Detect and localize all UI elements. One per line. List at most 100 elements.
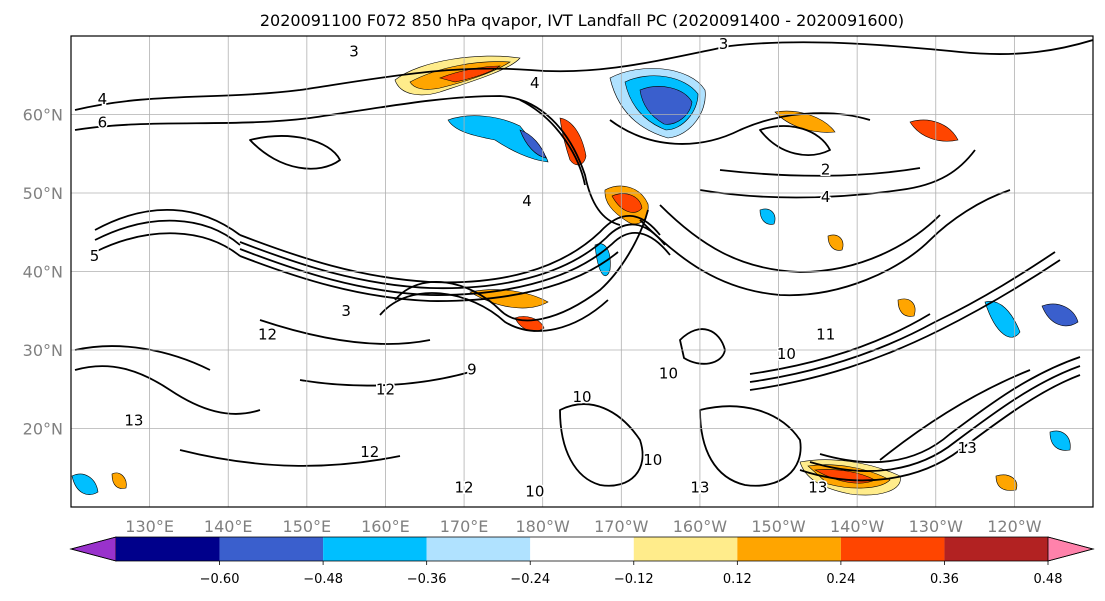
- map-frame: [70, 35, 1094, 508]
- negative-anomaly-patch: [1049, 430, 1071, 451]
- jet-contour: [94, 232, 241, 257]
- contour-value-label: 10: [659, 365, 678, 383]
- west-contour: [74, 345, 211, 371]
- colorbar-outline: [69, 536, 1095, 562]
- contour-value-label: 11: [816, 325, 835, 343]
- negative-anomaly-patch: [447, 115, 549, 163]
- contour-value-label: 3: [349, 43, 359, 61]
- colorbar-tick-label: −0.12: [614, 572, 654, 587]
- closed-contour: [559, 403, 644, 487]
- positive-anomaly-patch: [827, 234, 844, 251]
- latitude-tick-label: 20°N: [23, 420, 63, 439]
- colorbar-bin: [737, 537, 841, 561]
- map-title: 2020091100 F072 850 hPa qvapor, IVT Land…: [260, 11, 904, 30]
- positive-anomaly-patch: [897, 298, 916, 317]
- closed-contour: [759, 125, 831, 156]
- contour-value-label: 4: [522, 192, 532, 210]
- contour-value-label: 10: [643, 451, 662, 469]
- positive-anomaly-patch: [111, 472, 127, 489]
- contour-value-label: 3: [341, 302, 351, 320]
- mid-contour: [659, 204, 941, 273]
- contour-value-label: 13: [124, 412, 143, 430]
- negative-anomaly-patch: [1041, 303, 1079, 327]
- colorbar-bin: [323, 537, 427, 561]
- tropical-contour: [879, 369, 1031, 461]
- contour-value-label: 13: [958, 439, 977, 457]
- longitude-tick-label: 130°W: [909, 517, 964, 536]
- colorbar-tick-label: −0.60: [200, 572, 240, 587]
- ring-contour: [394, 209, 649, 322]
- colorbar-extend-low: [69, 536, 117, 562]
- map-panel: 3 3 4 6 4 2 4 4 5 12 3 11 10 9 12 10 10 13 13 12 12 10 10 13 13: [70, 35, 1094, 508]
- colorbar-bin: [840, 537, 945, 561]
- negative-anomaly-patch: [984, 301, 1021, 338]
- colorbar-tick-label: 0.24: [826, 572, 855, 587]
- closed-contour: [699, 405, 802, 487]
- longitude-tick-label: 140°E: [204, 517, 253, 536]
- ring-contour: [379, 292, 609, 332]
- upper-contour: [74, 39, 1093, 111]
- jet-contour: [239, 223, 666, 290]
- colorbar-extend-high: [1047, 536, 1095, 562]
- west-contour: [299, 371, 471, 387]
- colorbar-tick-label: −0.48: [303, 572, 343, 587]
- tropical-contour: [809, 365, 1081, 472]
- colorbar-tick-label: −0.24: [510, 572, 550, 587]
- contour-value-label: 5: [90, 247, 100, 265]
- positive-anomaly-patch: [469, 289, 549, 309]
- contour-value-label: 13: [808, 478, 827, 496]
- positive-anomaly-patch: [995, 474, 1018, 491]
- contour-value-label: 6: [98, 113, 108, 131]
- contour-value-label: 2: [821, 160, 831, 178]
- mid-contour: [639, 189, 1011, 297]
- longitude-tick-label: 180°W: [516, 517, 571, 536]
- jet-contour: [94, 208, 241, 236]
- longitude-tick-label: 150°W: [751, 517, 806, 536]
- tropical-contour: [819, 356, 1081, 464]
- longitude-tick-label: 120°W: [987, 517, 1042, 536]
- tropical-contour: [799, 374, 1081, 482]
- west-contour: [259, 319, 431, 345]
- colorbar-bin: [633, 537, 738, 561]
- graticule: [71, 36, 1093, 507]
- latitude-tick-label: 30°N: [23, 341, 63, 360]
- longitude-tick-label: 150°E: [283, 517, 332, 536]
- negative-anomaly-patch: [71, 473, 99, 495]
- longitude-tick-label: 170°E: [440, 517, 489, 536]
- latitude-tick-label: 50°N: [23, 184, 63, 203]
- colorbar-tick-label: 0.36: [930, 572, 959, 587]
- longitude-tick-label: 160°E: [361, 517, 410, 536]
- longitude-tick-label: 130°E: [125, 517, 174, 536]
- closed-contour: [249, 135, 341, 170]
- negative-anomaly-patch: [519, 129, 547, 159]
- contour-value-label: 12: [258, 325, 277, 343]
- anomaly-shading: [71, 55, 1079, 496]
- colorbar-bin: [944, 537, 1048, 561]
- mid-contour: [719, 167, 921, 177]
- contour-value-label: 10: [777, 345, 796, 363]
- west-contour: [179, 449, 401, 467]
- jet-contour: [239, 251, 619, 302]
- contour-value-label: 4: [530, 74, 540, 92]
- latitude-tick-label: 40°N: [23, 263, 63, 282]
- contour-value-label: 12: [376, 380, 395, 398]
- latitude-tick-label: 60°N: [23, 106, 63, 125]
- contour-value-label: 3: [719, 35, 729, 53]
- negative-anomaly-patch: [759, 208, 776, 225]
- colorbar-tick-label: −0.36: [407, 572, 447, 587]
- contour-value-label: 12: [455, 478, 474, 496]
- subtropical-contour: [749, 313, 931, 375]
- contour-labels: 3 3 4 6 4 2 4 4 5 12 3 11 10 9 12 10 10 13 13 12 12 10 10 13 13: [88, 35, 978, 502]
- contour-value-label: 10: [572, 388, 591, 406]
- longitude-tick-label: 160°W: [673, 517, 728, 536]
- colorbar-bin: [219, 537, 324, 561]
- subtropical-contour: [749, 251, 1056, 383]
- contour-value-label: 4: [821, 188, 831, 206]
- upper-contour: [609, 112, 871, 145]
- contour-lines: [74, 39, 1093, 487]
- jet-contour: [239, 232, 671, 296]
- colorbar-tick-label: 0.12: [723, 572, 752, 587]
- positive-anomaly-patch: [909, 119, 959, 142]
- longitude-tick-label: 170°W: [594, 517, 649, 536]
